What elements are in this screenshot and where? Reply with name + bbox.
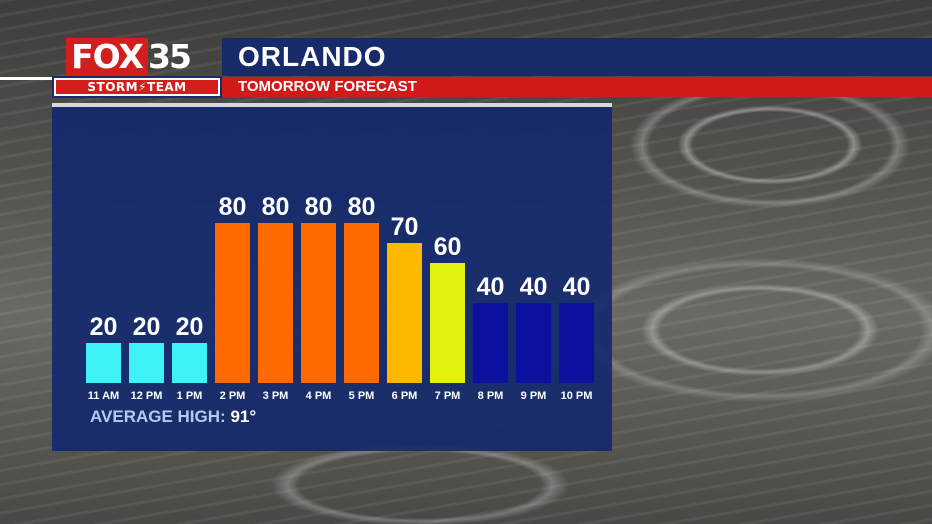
x-tick-label: 5 PM xyxy=(349,390,375,402)
data-label: 20 xyxy=(90,313,118,341)
x-tick-label: 11 AM xyxy=(88,390,119,402)
page-subtitle: TOMORROW FORECAST xyxy=(238,78,417,95)
logo-channel-number: 35 xyxy=(148,37,192,76)
page-title: ORLANDO xyxy=(238,41,387,72)
data-label: 40 xyxy=(563,273,591,301)
data-label: 70 xyxy=(391,213,419,241)
station-logo: FOX 35 STORM⚡TEAM xyxy=(52,38,222,98)
bar-9-pm xyxy=(516,303,551,383)
header-accent-line xyxy=(0,77,52,80)
average-high-label: AVERAGE HIGH: xyxy=(90,407,226,426)
bar-4-pm xyxy=(301,223,336,383)
x-tick-label: 9 PM xyxy=(521,390,547,402)
bar-2-pm xyxy=(215,223,250,383)
x-tick-label: 12 PM xyxy=(131,390,163,402)
bar-7-pm xyxy=(430,263,465,383)
bar-5-pm xyxy=(344,223,379,383)
logo-fox-text: FOX xyxy=(66,38,148,76)
x-tick-label: 1 PM xyxy=(177,390,203,402)
data-label: 80 xyxy=(262,193,290,221)
bar-3-pm xyxy=(258,223,293,383)
average-high: AVERAGE HIGH: 91° xyxy=(90,407,256,427)
bar-10-pm xyxy=(559,303,594,383)
forecast-panel: 20 11 AM 20 12 PM 20 1 PM 80 2 PM 80 3 PM 80 4 PM 80… xyxy=(52,103,612,451)
data-label: 80 xyxy=(219,193,247,221)
x-tick-label: 4 PM xyxy=(306,390,332,402)
bar-8-pm xyxy=(473,303,508,383)
logo-storm-team-badge: STORM⚡TEAM xyxy=(52,76,222,98)
x-tick-label: 6 PM xyxy=(392,390,418,402)
bar-6-pm xyxy=(387,243,422,383)
x-tick-label: 10 PM xyxy=(561,390,593,402)
data-label: 40 xyxy=(520,273,548,301)
data-label: 80 xyxy=(305,193,333,221)
subtitle-bar: TOMORROW FORECAST xyxy=(222,77,932,97)
x-tick-label: 3 PM xyxy=(263,390,289,402)
title-bar: ORLANDO xyxy=(222,38,932,76)
x-tick-label: 7 PM xyxy=(435,390,461,402)
data-label: 80 xyxy=(348,193,376,221)
data-label: 20 xyxy=(176,313,204,341)
bar-12-pm xyxy=(129,343,164,383)
logo-storm-team-text: STORM⚡TEAM xyxy=(56,80,218,94)
data-label: 60 xyxy=(434,233,462,261)
x-tick-label: 2 PM xyxy=(220,390,246,402)
average-high-value: 91° xyxy=(230,407,257,426)
bar-1-pm xyxy=(172,343,207,383)
x-tick-label: 8 PM xyxy=(478,390,504,402)
data-label: 40 xyxy=(477,273,505,301)
data-label: 20 xyxy=(133,313,161,341)
rain-chance-bar-chart: 20 11 AM 20 12 PM 20 1 PM 80 2 PM 80 3 PM 80 4 PM 80… xyxy=(86,193,594,402)
bar-11-am xyxy=(86,343,121,383)
